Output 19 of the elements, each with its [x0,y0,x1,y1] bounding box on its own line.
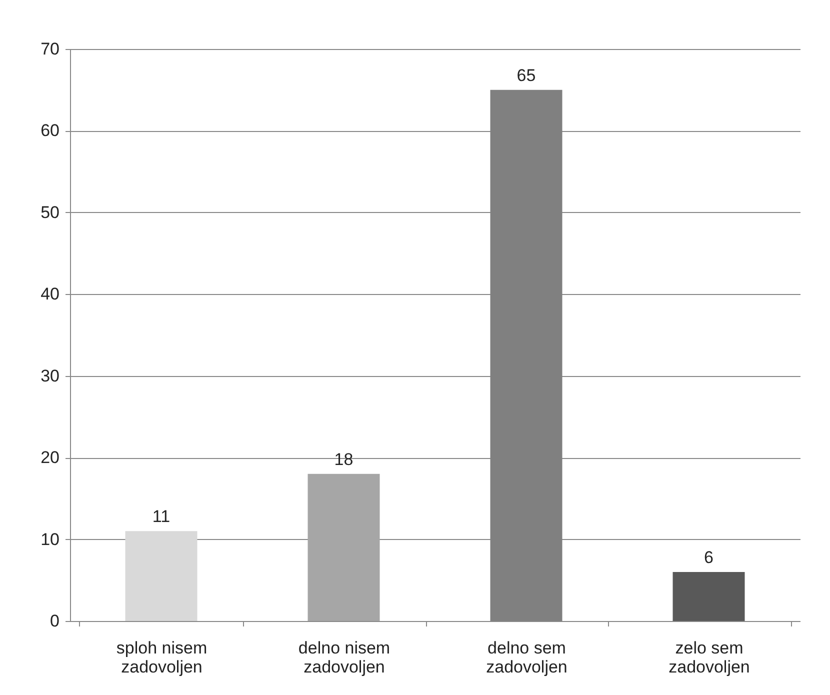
y-tick-label: 0 [50,612,60,630]
x-tick-label: delno nisem zadovoljen [298,638,390,676]
x-tick-label: zelo sem zadovoljen [668,638,750,676]
data-label: 11 [152,507,170,526]
data-label: 65 [516,66,536,85]
data-label: 18 [334,450,354,469]
y-tick-label: 10 [40,530,60,549]
bar [125,531,198,621]
y-tick-label: 20 [40,448,60,468]
x-tick-label: sploh nisem zadovoljen [116,638,208,676]
y-tick-label: 60 [40,121,60,140]
bar [672,572,745,621]
y-tick-label: 30 [40,366,60,386]
x-tick-label: delno sem zadovoljen [486,638,568,676]
y-tick-label: 70 [40,40,60,58]
bar [308,474,380,621]
data-label: 6 [704,548,714,567]
y-tick-label: 50 [40,202,60,222]
y-tick-label: 40 [40,284,60,304]
